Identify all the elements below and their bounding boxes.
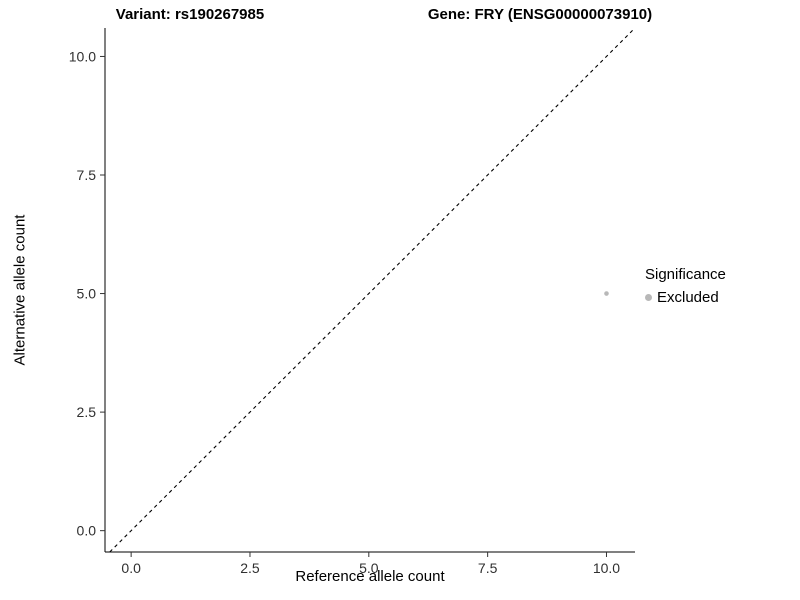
y-tick-label: 0.0 — [77, 523, 97, 539]
x-tick-label: 7.5 — [478, 560, 498, 576]
x-axis-title: Reference allele count — [295, 568, 445, 585]
legend-entry-label: Excluded — [657, 289, 719, 306]
variant-title: Variant: rs190267985 — [115, 6, 265, 23]
gene-title: Gene: FRY (ENSG00000073910) — [427, 6, 653, 23]
identity-reference-line — [109, 27, 636, 553]
x-tick-label: 2.5 — [240, 560, 260, 576]
legend-title: Significance — [645, 266, 726, 283]
y-tick-label: 5.0 — [77, 286, 97, 302]
legend-entry-excluded: Excluded — [645, 289, 726, 306]
legend: Significance Excluded — [645, 266, 726, 306]
y-tick-label: 2.5 — [77, 404, 97, 420]
y-tick-label: 7.5 — [77, 167, 97, 183]
data-point — [604, 291, 609, 296]
y-tick-label: 10.0 — [69, 48, 96, 64]
y-axis-title: Alternative allele count — [11, 214, 29, 366]
x-tick-label: 0.0 — [121, 560, 141, 576]
x-tick-label: 5.0 — [359, 560, 379, 576]
legend-point-icon — [645, 294, 652, 301]
x-tick-label: 10.0 — [593, 560, 620, 576]
